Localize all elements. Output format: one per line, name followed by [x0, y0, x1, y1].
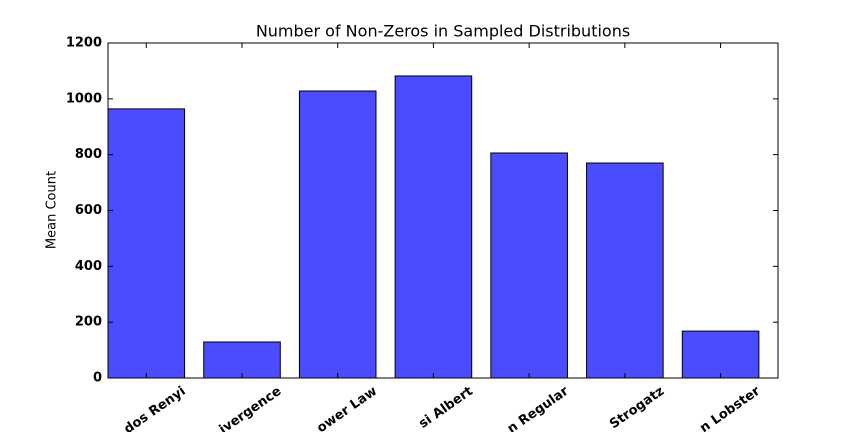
y-tick-label: 200: [75, 315, 102, 330]
y-tick-label: 400: [75, 259, 102, 274]
y-tick-label: 800: [75, 147, 102, 162]
y-tick-label: 0: [93, 371, 102, 386]
bar: [586, 162, 664, 379]
chart-title: Number of Non-Zeros in Sampled Distribut…: [256, 22, 630, 41]
bar: [490, 152, 568, 379]
bar: [681, 330, 760, 379]
y-tick-label: 600: [75, 203, 102, 218]
bar: [203, 341, 281, 379]
y-tick-label: 1000: [66, 91, 102, 106]
bar: [107, 108, 186, 379]
plot-frame: [107, 42, 779, 379]
bar: [298, 90, 377, 379]
bar: [394, 75, 473, 379]
y-axis-label: Mean Count: [45, 171, 60, 249]
y-tick-label: 1200: [66, 36, 102, 51]
